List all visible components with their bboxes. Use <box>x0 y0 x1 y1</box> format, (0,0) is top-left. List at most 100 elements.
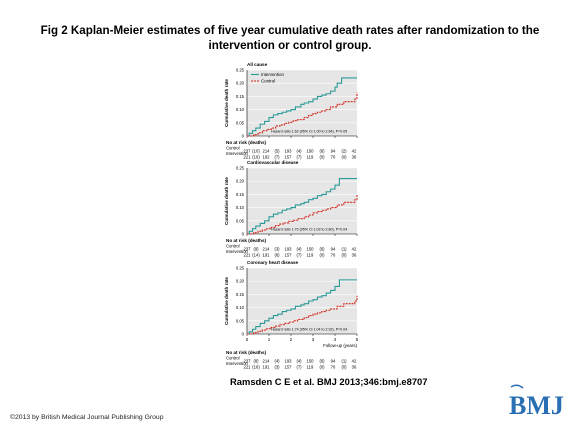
at-risk-intervention-label: Intervention <box>226 151 249 156</box>
at-risk-intervention-value: 70 <box>331 365 336 370</box>
at-risk-intervention-label: Intervention <box>226 361 249 366</box>
at-risk-control-value: 150 <box>307 149 315 154</box>
at-risk-control-value: (3) <box>274 247 280 252</box>
legend-intervention-label: Intervention <box>261 72 285 77</box>
at-risk-intervention-value: 36 <box>352 155 357 160</box>
y-tick-label: 0.15 <box>236 192 245 197</box>
y-tick-label: 0.15 <box>236 94 245 99</box>
y-tick-label: 0.25 <box>236 68 245 73</box>
plot-background <box>247 268 357 334</box>
at-risk-control-value: 214 <box>263 359 271 364</box>
plot-background <box>247 70 357 136</box>
at-risk-title: No at risk (deaths) <box>226 350 267 355</box>
at-risk-intervention-value: 157 <box>285 155 293 160</box>
at-risk-intervention-value: 119 <box>307 155 314 160</box>
at-risk-control-label: Control <box>226 356 240 361</box>
y-tick-label: 0.20 <box>236 81 245 86</box>
at-risk-control-value: 94 <box>331 149 336 154</box>
at-risk-control-value: 193 <box>285 247 293 252</box>
y-tick-label: 0.25 <box>236 166 245 171</box>
at-risk-control-value: (5) <box>274 149 280 154</box>
at-risk-intervention-value: (6) <box>274 253 280 258</box>
at-risk-control-value: (8) <box>253 359 259 364</box>
at-risk-intervention-value: (16) <box>252 365 260 370</box>
bmj-logo-swash <box>510 384 524 389</box>
at-risk-intervention-value: 119 <box>307 253 314 258</box>
km-panel-1: All cause 0 0.05 0.10 0.15 0.20 0.25 Cumulative… <box>224 62 358 160</box>
intervention-curve <box>247 77 357 137</box>
at-risk-intervention-value: 36 <box>352 253 357 258</box>
at-risk-control-value: 150 <box>307 359 315 364</box>
at-risk-intervention-value: (0) <box>341 155 347 160</box>
at-risk-control-value: 94 <box>331 247 336 252</box>
intervention-curve <box>247 279 357 335</box>
legend-control-label: Control <box>261 79 275 84</box>
y-tick-label: 0.05 <box>236 120 245 125</box>
at-risk-intervention-value: 191 <box>263 253 271 258</box>
y-tick-label: 0.15 <box>236 292 245 297</box>
at-risk-control-value: (4) <box>296 247 302 252</box>
at-risk-intervention-value: (7) <box>296 253 302 258</box>
at-risk-control-value: (6) <box>319 359 325 364</box>
panel-title: Coronary heart disease <box>247 260 299 265</box>
at-risk-control-value: 237 <box>244 149 252 154</box>
y-axis-label: Cumulative death rate <box>224 79 229 127</box>
bmj-logo: BMJ <box>509 384 564 420</box>
km-panel-3: Coronary heart disease 0 0.05 0.10 0.15 0.20 0… <box>224 260 359 370</box>
citation: Ramsden C E et al. BMJ 2013;346:bmj.e870… <box>230 376 428 387</box>
at-risk-intervention-value: 70 <box>331 155 336 160</box>
at-risk-control-value: 42 <box>352 247 357 252</box>
y-tick-label: 0 <box>242 232 245 237</box>
panel-title: Cardiovascular disease <box>247 160 299 165</box>
y-tick-label: 0.05 <box>236 218 245 223</box>
hazard-ratio-annotation: Hazard ratio 1.74 (95% CI 1.04 to 2.92),… <box>271 328 347 332</box>
at-risk-control-value: (6) <box>319 247 325 252</box>
control-curve <box>247 194 358 235</box>
at-risk-control-value: 94 <box>331 359 336 364</box>
x-tick-label: 3 <box>312 337 315 342</box>
x-tick-label: 1 <box>268 337 271 342</box>
y-tick-label: 0 <box>242 134 245 139</box>
at-risk-control-value: (1) <box>341 359 347 364</box>
control-curve <box>247 295 358 335</box>
at-risk-intervention-value: 70 <box>331 253 336 258</box>
at-risk-intervention-value: (7) <box>274 155 280 160</box>
at-risk-control-value: (10) <box>252 149 260 154</box>
at-risk-intervention-label: Intervention <box>226 249 249 254</box>
at-risk-control-value: 214 <box>263 247 271 252</box>
figure-title: Fig 2 Kaplan-Meier estimates of five yea… <box>40 24 540 52</box>
y-tick-label: 0.10 <box>236 305 245 310</box>
x-tick-label: 0 <box>246 337 249 342</box>
at-risk-control-value: 150 <box>307 247 315 252</box>
at-risk-control-value: (6) <box>319 149 325 154</box>
at-risk-control-value: 42 <box>352 359 357 364</box>
y-tick-label: 0.25 <box>236 266 245 271</box>
at-risk-intervention-value: 221 <box>244 253 252 258</box>
at-risk-intervention-value: (0) <box>341 365 347 370</box>
at-risk-control-value: (4) <box>274 359 280 364</box>
x-tick-label: 2 <box>290 337 293 342</box>
x-tick-label: 4 <box>334 337 337 342</box>
at-risk-intervention-value: (14) <box>252 253 260 258</box>
y-tick-label: 0.10 <box>236 205 245 210</box>
y-tick-label: 0.05 <box>236 318 245 323</box>
at-risk-intervention-value: 36 <box>352 365 357 370</box>
y-tick-label: 0.10 <box>236 107 245 112</box>
y-axis-label: Cumulative death rate <box>224 277 229 325</box>
at-risk-intervention-value: 157 <box>285 253 293 258</box>
y-tick-label: 0.20 <box>236 279 245 284</box>
at-risk-control-value: (9) <box>253 247 259 252</box>
at-risk-intervention-value: (16) <box>252 155 260 160</box>
control-curve <box>247 92 358 137</box>
bmj-logo-text: BMJ <box>509 391 564 420</box>
at-risk-intervention-value: 192 <box>263 155 271 160</box>
hazard-ratio-annotation: Hazard ratio 1.62 (95% CI 1.00 to 2.64),… <box>271 130 347 134</box>
at-risk-control-value: (1) <box>341 247 347 252</box>
at-risk-control-label: Control <box>226 244 240 249</box>
x-axis-label: Follow-up (years) <box>323 343 357 348</box>
panel-title: All cause <box>247 62 268 67</box>
y-tick-label: 0.20 <box>236 179 245 184</box>
at-risk-intervention-value: 221 <box>244 155 252 160</box>
at-risk-control-value: 42 <box>352 149 357 154</box>
